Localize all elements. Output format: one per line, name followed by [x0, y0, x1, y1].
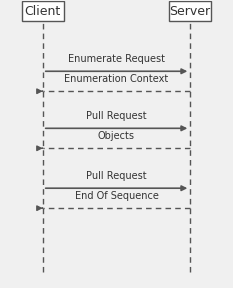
Text: Enumeration Context: Enumeration Context — [64, 74, 169, 84]
Text: Objects: Objects — [98, 131, 135, 141]
FancyBboxPatch shape — [22, 1, 64, 21]
Text: Pull Request: Pull Request — [86, 171, 147, 181]
Text: End Of Sequence: End Of Sequence — [75, 191, 158, 201]
Text: Server: Server — [170, 5, 211, 18]
Text: Client: Client — [25, 5, 61, 18]
Text: Pull Request: Pull Request — [86, 111, 147, 121]
Text: Enumerate Request: Enumerate Request — [68, 54, 165, 64]
FancyBboxPatch shape — [169, 1, 211, 21]
